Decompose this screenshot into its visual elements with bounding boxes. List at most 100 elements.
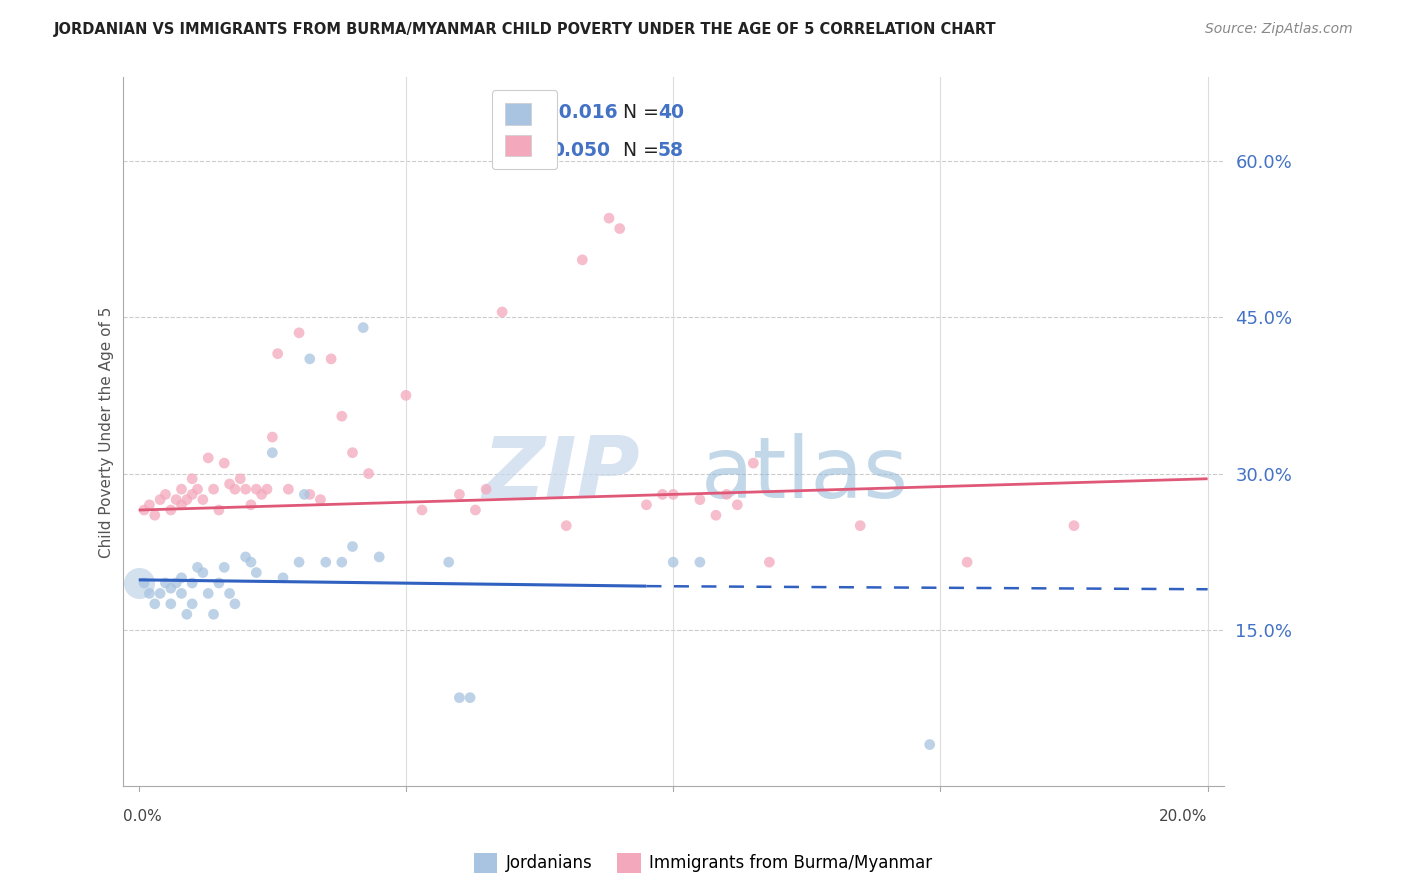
Text: ZIP: ZIP [482,433,640,516]
Point [250,487,273,501]
Point [224,597,246,611]
Text: R =: R = [509,141,550,160]
Point [229,472,252,486]
Point [277,482,299,496]
Point [918,738,941,752]
Point [128,576,150,591]
Point [352,320,374,334]
Point [159,597,181,611]
Point [218,586,240,600]
Point [571,252,593,267]
Point [758,555,780,569]
Legend: Jordanians, Immigrants from Burma/Myanmar: Jordanians, Immigrants from Burma/Myanma… [467,847,939,880]
Point [458,690,481,705]
Point [239,498,262,512]
Point [132,503,155,517]
Point [662,487,685,501]
Point [155,487,177,501]
Text: R =: R = [509,103,550,122]
Legend: , : , [492,90,557,169]
Text: 58: 58 [658,141,683,160]
Point [449,690,471,705]
Point [315,555,337,569]
Point [689,555,711,569]
Point [256,482,278,496]
Point [321,351,343,366]
Point [149,586,172,600]
Point [186,560,208,574]
Text: JORDANIAN VS IMMIGRANTS FROM BURMA/MYANMAR CHILD POVERTY UNDER THE AGE OF 5 CORR: JORDANIAN VS IMMIGRANTS FROM BURMA/MYANM… [53,22,995,37]
Point [235,549,257,564]
Text: N =: N = [610,141,665,160]
Point [266,346,288,360]
Point [288,326,311,340]
Point [368,549,391,564]
Point [262,430,284,444]
Point [155,576,177,591]
Point [138,586,160,600]
Point [330,555,353,569]
Point [191,566,214,580]
Point [191,492,214,507]
Point [849,518,872,533]
Point [1063,518,1085,533]
Text: 20.0%: 20.0% [1159,809,1208,824]
Text: 0.050: 0.050 [551,141,610,160]
Point [704,508,727,523]
Point [132,576,155,591]
Point [170,482,193,496]
Point [689,492,711,507]
Point [262,446,284,460]
Point [143,508,166,523]
Text: 0.0%: 0.0% [122,809,162,824]
Point [742,456,765,470]
Point [239,555,262,569]
Point [170,571,193,585]
Point [143,597,166,611]
Point [294,487,316,501]
Point [197,586,219,600]
Point [342,446,364,460]
Point [245,482,267,496]
Point [357,467,380,481]
Point [298,487,321,501]
Point [212,560,235,574]
Point [165,576,187,591]
Point [298,351,321,366]
Text: N =: N = [610,103,665,122]
Point [212,456,235,470]
Point [245,566,267,580]
Point [159,503,181,517]
Point [202,482,225,496]
Point [437,555,460,569]
Point [449,487,471,501]
Point [176,492,198,507]
Point [224,482,246,496]
Point [165,492,187,507]
Point [208,503,231,517]
Point [235,482,257,496]
Text: 40: 40 [658,103,683,122]
Point [186,482,208,496]
Point [651,487,673,501]
Point [475,482,498,496]
Point [176,607,198,622]
Point [218,477,240,491]
Point [288,555,311,569]
Y-axis label: Child Poverty Under the Age of 5: Child Poverty Under the Age of 5 [100,306,114,558]
Point [197,450,219,465]
Point [159,581,181,595]
Point [662,555,685,569]
Point [208,576,231,591]
Point [491,305,513,319]
Point [716,487,738,501]
Point [181,472,204,486]
Point [170,586,193,600]
Point [309,492,332,507]
Point [395,388,418,402]
Point [609,221,631,235]
Point [138,498,160,512]
Text: atlas: atlas [702,433,910,516]
Point [149,492,172,507]
Point [956,555,979,569]
